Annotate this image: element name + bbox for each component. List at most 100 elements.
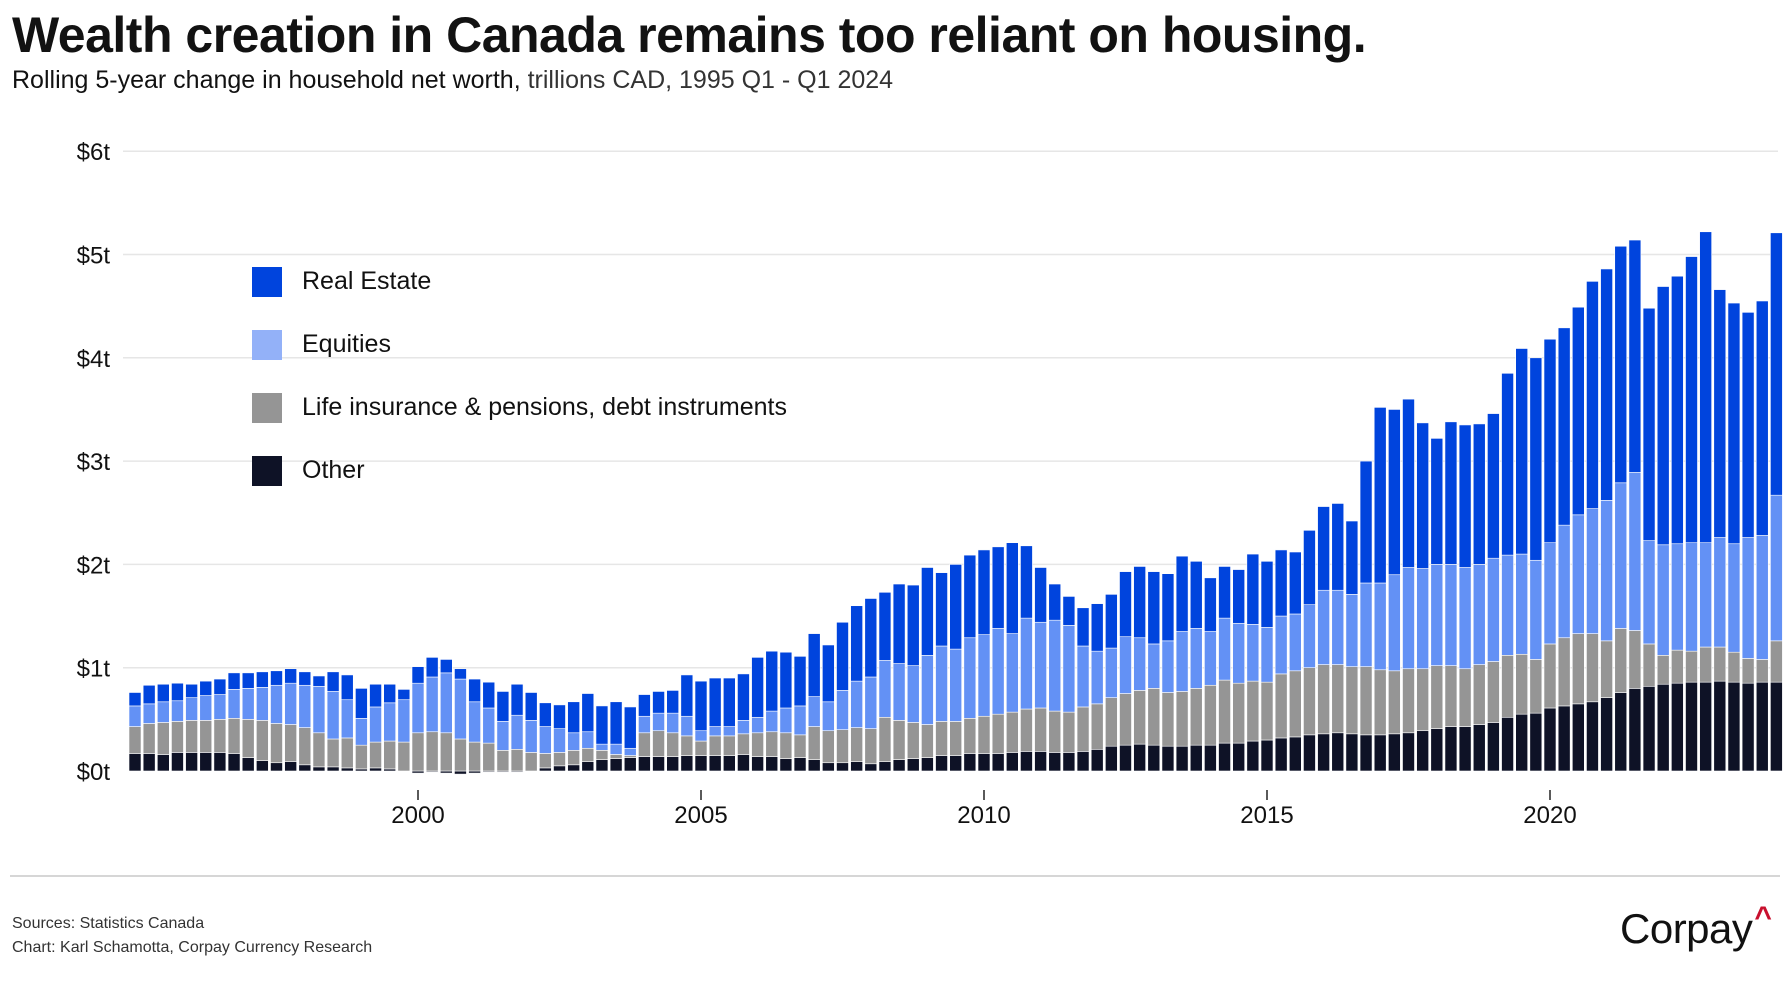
bar-segment-other — [1472, 724, 1486, 772]
bar-stack — [1656, 286, 1670, 772]
bar-segment-other — [199, 752, 213, 772]
bar-segment-real-estate — [270, 670, 283, 686]
bar-segment-real-estate — [1586, 281, 1599, 509]
bar-segment-life-pensions — [779, 732, 793, 759]
legend-label: Real Estate — [302, 267, 432, 295]
bar-segment-real-estate — [553, 704, 566, 729]
bar-segment-other — [567, 764, 580, 772]
bar-segment-equities — [1189, 628, 1203, 689]
bar-segment-real-estate — [510, 683, 524, 716]
bar-segment-life-pensions — [1345, 666, 1359, 735]
bar-segment-life-pensions — [1487, 661, 1500, 723]
bar-stack — [1600, 268, 1613, 772]
bar-stack — [609, 701, 623, 772]
bar-segment-other — [1642, 685, 1656, 772]
bar-segment-life-pensions — [454, 738, 467, 772]
bar-stack — [935, 572, 948, 772]
bar-segment-real-estate — [1289, 551, 1302, 615]
bar-segment-equities — [1204, 631, 1217, 686]
bar-segment-real-estate — [439, 659, 453, 674]
y-axis-labels: $0t $1t $2t $3t $4t $5t $6t — [77, 139, 111, 786]
bar-segment-life-pensions — [1147, 688, 1161, 746]
bar-segment-equities — [256, 687, 269, 721]
bar-segment-other — [1133, 743, 1146, 772]
bar-segment-life-pensions — [935, 721, 948, 756]
bar-segment-real-estate — [1303, 530, 1316, 605]
bar-segment-life-pensions — [270, 723, 283, 764]
bar-segment-equities — [270, 684, 283, 724]
bar-segment-real-estate — [524, 692, 538, 721]
bar-segment-equities — [298, 684, 312, 728]
bar-segment-other — [977, 753, 991, 772]
bar-stack — [142, 684, 156, 772]
bar-stack — [1147, 571, 1161, 772]
bar-segment-real-estate — [567, 701, 580, 734]
bar-segment-real-estate — [1175, 555, 1189, 632]
bar-segment-life-pensions — [312, 732, 326, 768]
bar-segment-other — [609, 758, 623, 772]
bar-segment-real-estate — [1430, 438, 1444, 565]
bar-segment-real-estate — [256, 671, 269, 688]
bar-segment-life-pensions — [1770, 640, 1783, 683]
bar-segment-equities — [1727, 543, 1741, 653]
bar-segment-real-estate — [1671, 275, 1684, 545]
bar-stack — [779, 651, 793, 772]
bar-stack — [411, 666, 425, 774]
bar-segment-equities — [1557, 524, 1571, 639]
bar-segment-life-pensions — [1614, 628, 1628, 693]
bar-segment-life-pensions — [1501, 655, 1514, 718]
bar-segment-other — [1161, 745, 1175, 772]
bar-segment-life-pensions — [638, 732, 651, 757]
bar-stack — [213, 678, 227, 772]
bar-segment-equities — [355, 718, 368, 746]
bar-stack — [878, 591, 892, 772]
bar-stack — [298, 671, 312, 772]
bar-segment-real-estate — [921, 567, 934, 656]
bar-segment-equities — [822, 701, 835, 732]
bar-segment-equities — [383, 702, 397, 742]
bar-segment-equities — [539, 726, 552, 754]
bar-segment-equities — [482, 707, 496, 744]
bar-segment-equities — [213, 694, 227, 720]
bar-segment-equities — [326, 691, 340, 740]
bar-stack — [1458, 424, 1472, 772]
bar-stack — [694, 680, 708, 772]
bar-stack — [1586, 281, 1599, 772]
legend-item-life-pensions: Life insurance & pensions, debt instrume… — [252, 376, 787, 439]
bar-segment-other — [1727, 681, 1741, 772]
bar-segment-equities — [397, 699, 411, 743]
bar-stack — [510, 683, 524, 773]
bar-segment-other — [1515, 713, 1528, 772]
bar-segment-other — [1005, 752, 1019, 772]
bar-segment-equities — [963, 637, 977, 719]
bar-segment-life-pensions — [1289, 670, 1302, 738]
bar-stack — [638, 694, 651, 772]
bar-stack — [1105, 594, 1118, 772]
bar-segment-other — [1119, 744, 1132, 772]
bar-segment-equities — [807, 696, 821, 727]
bar-segment-other — [864, 763, 878, 772]
bar-segment-life-pensions — [284, 724, 297, 763]
bar-segment-real-estate — [1416, 422, 1429, 569]
bar-segment-other — [185, 752, 198, 772]
bar-segment-other — [241, 757, 255, 772]
bar-segment-real-estate — [652, 691, 665, 714]
bar-stack — [340, 674, 354, 772]
bar-segment-real-estate — [935, 572, 948, 647]
bar-segment-equities — [1105, 647, 1118, 698]
subtitle-main: Rolling 5-year change in household net w… — [12, 66, 521, 94]
bar-segment-life-pensions — [1727, 651, 1741, 683]
bar-stack — [1515, 348, 1528, 772]
bar-segment-equities — [496, 721, 510, 751]
bar-segment-equities — [1317, 589, 1330, 665]
bar-stack — [1274, 549, 1288, 772]
bar-segment-equities — [312, 685, 326, 734]
bar-segment-equities — [1487, 557, 1500, 662]
bar-stack — [1260, 561, 1274, 772]
bar-segment-equities — [425, 676, 439, 733]
bar-segment-real-estate — [807, 633, 821, 697]
bar-segment-other — [1289, 736, 1302, 772]
bar-stack — [1048, 583, 1062, 772]
bar-segment-other — [326, 766, 340, 772]
bar-stack — [284, 668, 297, 772]
